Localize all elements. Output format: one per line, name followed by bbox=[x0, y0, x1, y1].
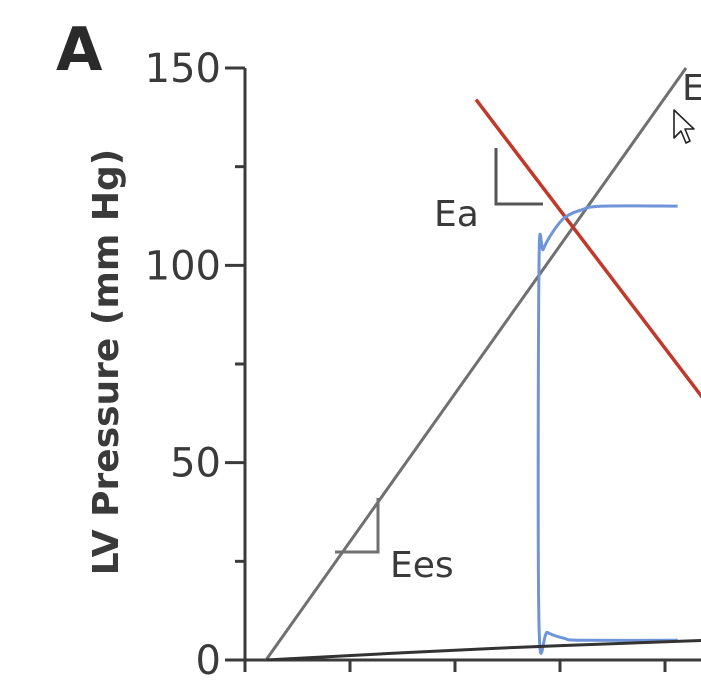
y-tick-label: 100 bbox=[145, 243, 221, 289]
ees-label: Ees bbox=[390, 545, 454, 586]
y-axis-label: LV Pressure (mm Hg) bbox=[86, 149, 127, 575]
y-tick-label: 50 bbox=[170, 441, 221, 487]
y-tick-label: 0 bbox=[196, 638, 221, 680]
ea-line bbox=[474, 98, 701, 399]
ea-slope-triangle bbox=[494, 148, 543, 206]
x-axis bbox=[228, 658, 701, 672]
ees-line bbox=[264, 67, 688, 661]
ees-slope-triangle bbox=[335, 498, 380, 554]
ees-line-end-label: E bbox=[682, 68, 701, 109]
mouse-pointer-icon bbox=[673, 109, 695, 144]
ees-annotation: Ees bbox=[335, 498, 454, 586]
y-axis: 0 50 100 150 bbox=[145, 46, 247, 680]
y-tick-label: 150 bbox=[145, 46, 221, 92]
plot-area bbox=[264, 67, 701, 662]
pv-loop-curve bbox=[536, 204, 678, 655]
ea-annotation: Ea bbox=[434, 148, 543, 235]
ea-label: Ea bbox=[434, 194, 479, 235]
edpvr-curve bbox=[265, 639, 701, 662]
panel-label: A bbox=[56, 15, 103, 85]
